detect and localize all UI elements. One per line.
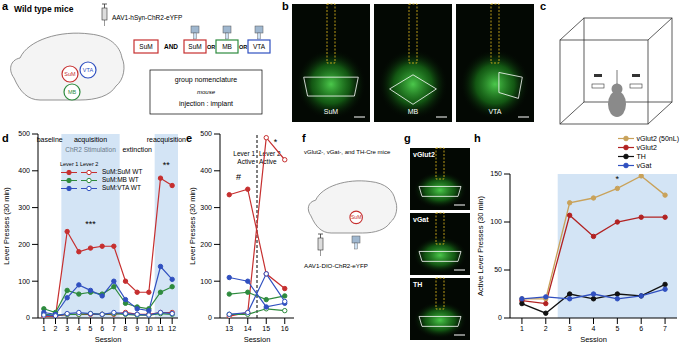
svg-text:9: 9 xyxy=(135,325,139,332)
svg-text:c: c xyxy=(540,0,546,12)
svg-text:d: d xyxy=(2,132,9,144)
svg-text:*: * xyxy=(616,174,620,184)
svg-text:0: 0 xyxy=(208,314,212,321)
svg-text:0: 0 xyxy=(498,314,502,321)
svg-text:8: 8 xyxy=(124,325,128,332)
svg-text:VTA: VTA xyxy=(488,108,501,115)
svg-text:5: 5 xyxy=(89,325,93,332)
svg-text:acquisition: acquisition xyxy=(74,136,107,144)
html-text:SuM:MB WT: SuM:MB WT xyxy=(102,176,139,183)
html-text:vGlut2: vGlut2 xyxy=(636,144,657,151)
html-text:vGlut2 (50nL): vGlut2 (50nL) xyxy=(636,135,679,142)
svg-text:500: 500 xyxy=(18,130,30,137)
svg-text:OR: OR xyxy=(239,44,247,50)
svg-text:Lever 2: Lever 2 xyxy=(259,150,281,157)
svg-text:Active: Active xyxy=(259,158,277,165)
svg-text:AND: AND xyxy=(164,43,178,50)
svg-text:4: 4 xyxy=(77,325,81,332)
svg-text:400: 400 xyxy=(18,167,30,174)
svg-text:group nomenclature: group nomenclature xyxy=(175,76,237,84)
svg-text:Lever 1: Lever 1 xyxy=(233,150,255,157)
svg-text:e: e xyxy=(186,132,192,144)
svg-text:5: 5 xyxy=(615,325,619,332)
svg-text:16: 16 xyxy=(281,325,289,332)
svg-text:15: 15 xyxy=(262,325,270,332)
svg-text:vGlut2: vGlut2 xyxy=(413,151,435,158)
svg-text:f: f xyxy=(302,132,306,144)
svg-text:g: g xyxy=(404,132,411,144)
svg-text:VTA: VTA xyxy=(253,43,266,50)
svg-text:a: a xyxy=(2,0,9,12)
svg-text:reacquisition: reacquisition xyxy=(147,136,186,144)
svg-text:2: 2 xyxy=(54,325,58,332)
svg-text:SuM: SuM xyxy=(64,71,76,77)
svg-text:100: 100 xyxy=(200,278,212,285)
svg-text:13: 13 xyxy=(225,325,233,332)
svg-text:300: 300 xyxy=(200,204,212,211)
svg-text:mouse: mouse xyxy=(197,89,216,95)
svg-text:MB: MB xyxy=(408,108,419,115)
html-text:Lever 1 Lever 2: Lever 1 Lever 2 xyxy=(60,161,99,167)
svg-text:TH: TH xyxy=(413,281,422,288)
svg-text:vGlut2-, vGat-, and TH-Cre mic: vGlut2-, vGat-, and TH-Cre mice xyxy=(304,149,391,155)
svg-text:Session: Session xyxy=(244,335,271,344)
svg-text:SuM: SuM xyxy=(188,43,201,50)
svg-text:500: 500 xyxy=(200,130,212,137)
svg-text:1: 1 xyxy=(520,325,524,332)
svg-text:6: 6 xyxy=(639,325,643,332)
svg-text:***: *** xyxy=(85,219,96,229)
svg-text:7: 7 xyxy=(663,325,667,332)
svg-text:Lever Presses (30 min): Lever Presses (30 min) xyxy=(2,187,11,265)
svg-text:2: 2 xyxy=(544,325,548,332)
svg-text:1: 1 xyxy=(42,325,46,332)
svg-text:Wild type mice: Wild type mice xyxy=(14,4,74,14)
svg-text:10: 10 xyxy=(145,325,153,332)
svg-text:150: 150 xyxy=(490,170,502,177)
svg-text:baseline: baseline xyxy=(37,136,63,143)
svg-text:SuM: SuM xyxy=(351,214,361,220)
html-text:SuM:VTA WT: SuM:VTA WT xyxy=(102,184,141,191)
svg-text:Active Lever Presses (30 min): Active Lever Presses (30 min) xyxy=(476,195,485,296)
svg-text:400: 400 xyxy=(200,167,212,174)
svg-text:VTA: VTA xyxy=(83,67,94,73)
svg-text:b: b xyxy=(282,0,289,12)
html-text:SuM:SuM WT: SuM:SuM WT xyxy=(102,168,143,175)
svg-text:6: 6 xyxy=(100,325,104,332)
svg-text:4: 4 xyxy=(592,325,596,332)
svg-text:14: 14 xyxy=(244,325,252,332)
svg-text:extinction: extinction xyxy=(122,146,152,153)
svg-text:300: 300 xyxy=(18,204,30,211)
svg-text:AAV1-DIO-ChR2-eYFP: AAV1-DIO-ChR2-eYFP xyxy=(304,262,368,269)
svg-text:11: 11 xyxy=(157,325,164,332)
svg-text:ChR2 Stimulation: ChR2 Stimulation xyxy=(65,146,116,153)
svg-text:100: 100 xyxy=(490,218,502,225)
svg-text:**: ** xyxy=(163,160,171,170)
svg-text:#: # xyxy=(236,172,241,182)
svg-text:3: 3 xyxy=(65,325,69,332)
svg-text:0: 0 xyxy=(26,314,30,321)
svg-text:Active: Active xyxy=(237,158,255,165)
svg-text:*: * xyxy=(274,137,278,147)
svg-text:SuM: SuM xyxy=(324,108,339,115)
html-text:TH: TH xyxy=(636,153,646,160)
svg-text:vGat: vGat xyxy=(413,216,429,223)
svg-text:7: 7 xyxy=(112,325,116,332)
svg-text:Session: Session xyxy=(95,335,122,344)
svg-text:OR: OR xyxy=(207,44,215,50)
svg-text:200: 200 xyxy=(200,241,212,248)
html-text:vGat: vGat xyxy=(636,162,652,169)
svg-text:MB: MB xyxy=(68,89,77,95)
svg-text:AAV1-hSyn-ChR2-eYFP: AAV1-hSyn-ChR2-eYFP xyxy=(112,14,182,22)
svg-text:200: 200 xyxy=(18,241,30,248)
svg-text:Lever Presses (30 min): Lever Presses (30 min) xyxy=(188,187,197,265)
svg-text:MB: MB xyxy=(222,43,232,50)
svg-text:50: 50 xyxy=(494,266,502,273)
svg-text:Session: Session xyxy=(580,335,607,344)
svg-text:100: 100 xyxy=(18,278,30,285)
svg-text:3: 3 xyxy=(568,325,572,332)
svg-text:SuM: SuM xyxy=(139,43,152,50)
svg-text:injection : implant: injection : implant xyxy=(179,100,233,108)
svg-text:h: h xyxy=(474,132,481,144)
svg-text:12: 12 xyxy=(168,325,176,332)
